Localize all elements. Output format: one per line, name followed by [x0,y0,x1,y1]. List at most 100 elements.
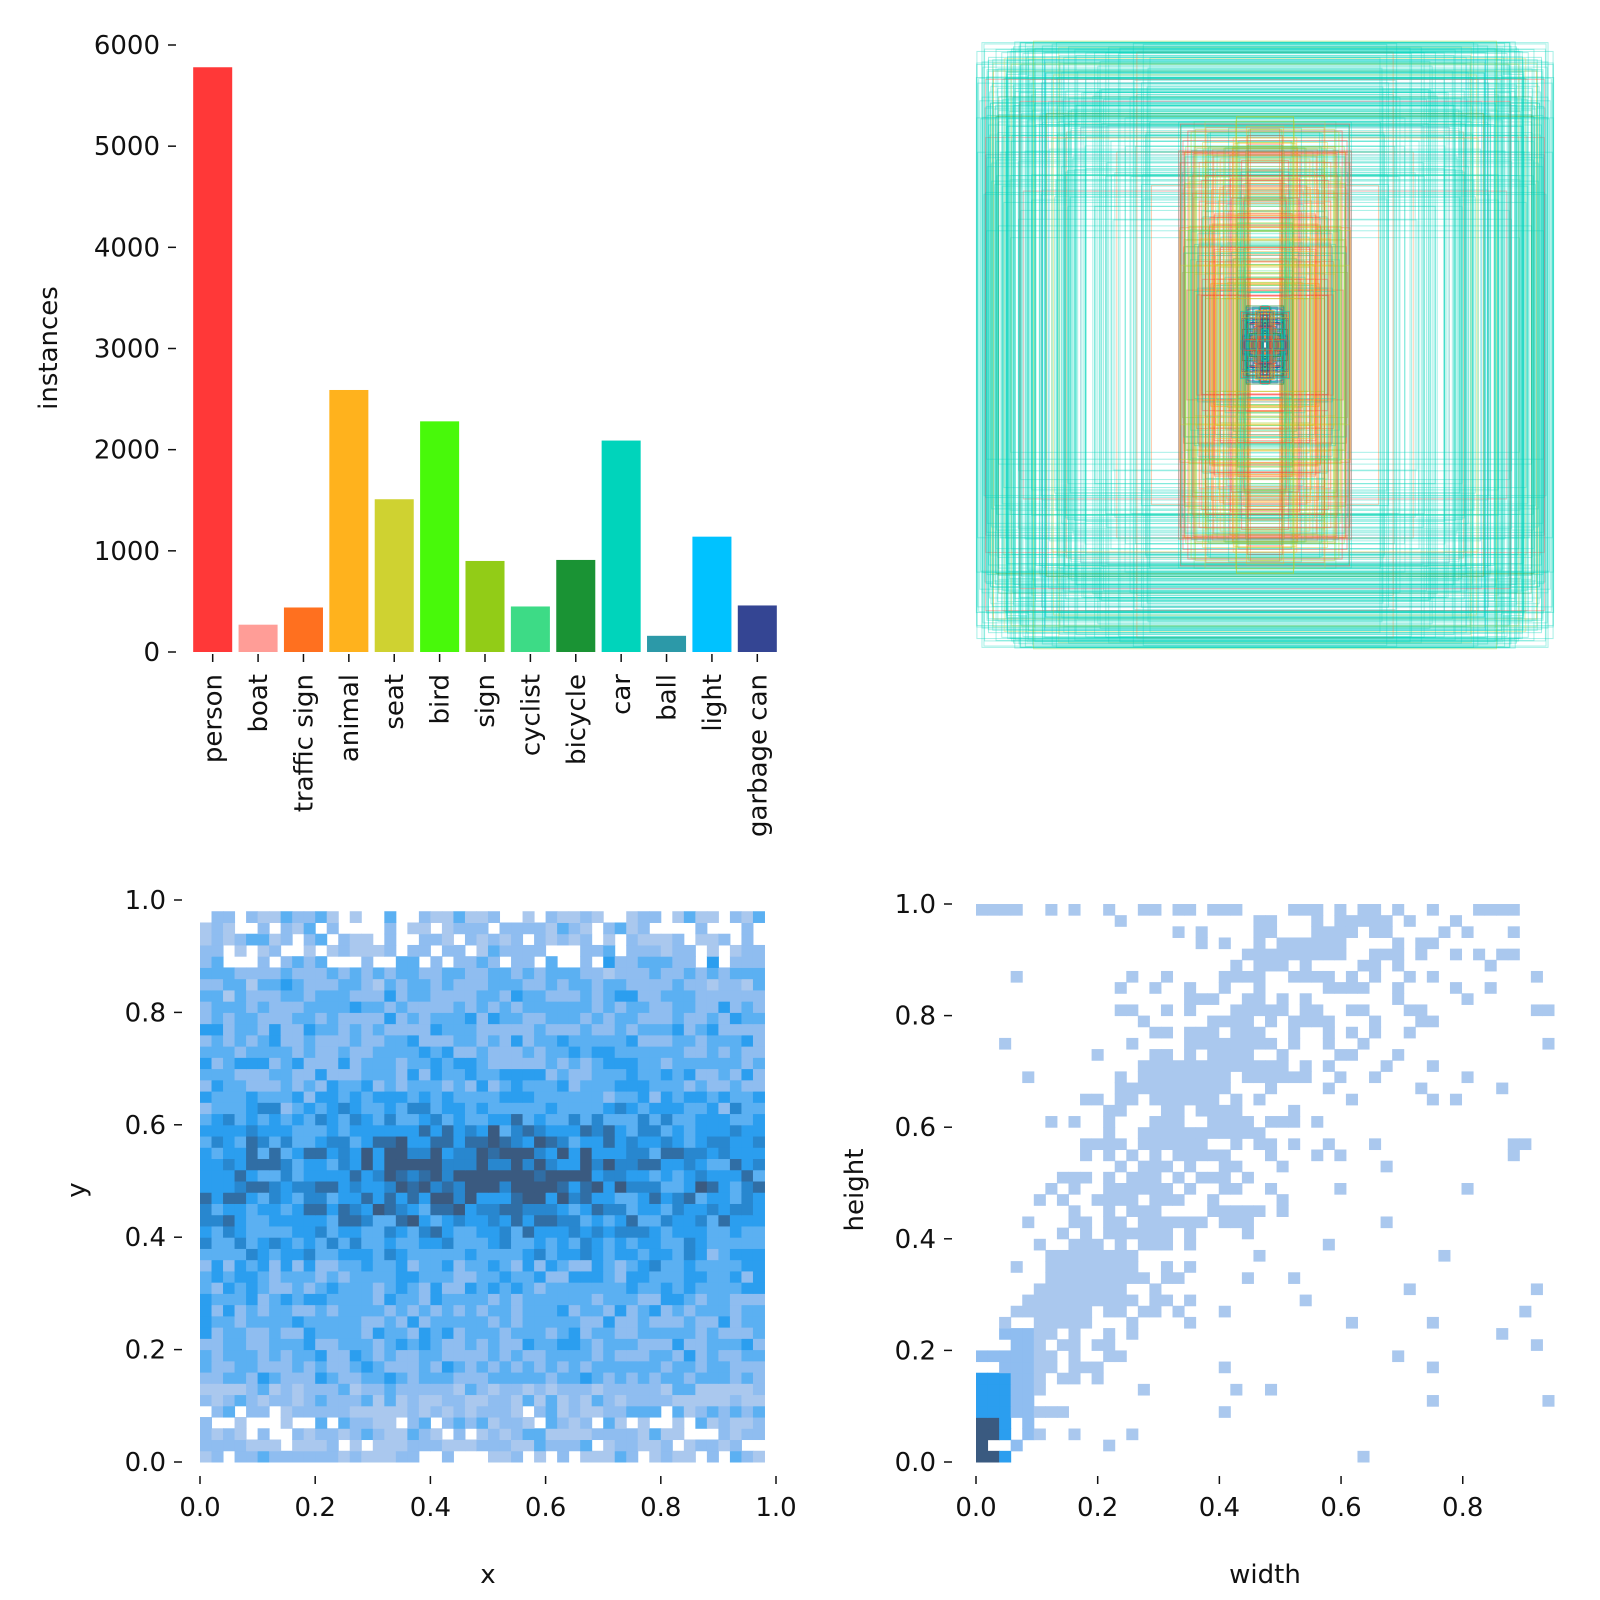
heatmap-cell [545,1102,558,1115]
heatmap-cell [292,1102,305,1115]
heatmap-cell [1114,1093,1127,1106]
x-tick-label: person [199,674,229,763]
bounding-box [1229,239,1301,451]
heatmap-cell [660,1124,673,1137]
heatmap-cell [976,1417,989,1430]
heatmap-cell [384,1079,397,1092]
heatmap-cell [441,1383,454,1396]
heatmap-cell [499,1293,512,1306]
bounding-box [1061,165,1469,525]
heatmap-cell [718,1248,731,1261]
bounding-box [1261,329,1269,361]
bounding-box [1190,131,1340,559]
bounding-box [995,115,1535,575]
heatmap-cell [1033,1294,1046,1307]
heatmap-cell [200,933,213,946]
bounding-box [1216,150,1314,540]
heatmap-cell [1056,1406,1069,1418]
heatmap-cell [395,1192,408,1204]
heatmap-cell [637,1293,650,1306]
heatmap-cell [1207,904,1220,916]
heatmap-cell [1033,1383,1046,1396]
heatmap-cell [395,1372,408,1384]
heatmap-cell [1207,1060,1220,1072]
heatmap-cell [453,1405,466,1418]
heatmap-cell [695,1360,708,1373]
heatmap-cell [269,1147,282,1160]
heatmap-cell [545,1181,558,1193]
heatmap-cell [557,989,570,1002]
heatmap-cell [338,1147,351,1160]
heatmap-cell [545,1158,558,1171]
heatmap-cell [1045,1116,1058,1128]
heatmap-cell [626,967,639,980]
heatmap-cell [407,1383,420,1396]
heatmap-cell [499,1012,512,1025]
bounding-box [1145,134,1385,556]
bounding-box [1192,153,1338,537]
heatmap-cell [1137,1216,1150,1229]
x-tick-label: 0.8 [1442,1493,1483,1523]
heatmap-cell [326,1023,339,1036]
heatmap-cell [1334,904,1347,916]
heatmap-cell [315,1147,328,1160]
heatmap-cell [453,989,466,1002]
heatmap-cell [741,1169,754,1182]
bounding-box [1208,146,1322,544]
heatmap-cell [752,1102,765,1115]
heatmap-cell [326,1394,339,1407]
heatmap-cell [729,1091,742,1103]
bounding-box [1074,169,1456,521]
heatmap-cell [626,1091,639,1103]
heatmap-cell [580,1349,593,1362]
bounding-box [1018,104,1512,586]
heatmap-cell [476,967,489,980]
heatmap-cell [430,978,443,991]
heatmap-cell [695,978,708,991]
heatmap-cell [257,1282,270,1294]
heatmap-cell [683,1113,696,1126]
heatmap-cell [649,1293,662,1306]
heatmap-cell [1022,1328,1035,1340]
heatmap-cell [591,1203,604,1216]
heatmap-cell [315,1360,328,1373]
heatmap-cell [315,1158,328,1171]
heatmap-cell [1195,926,1208,938]
heatmap-cell [976,1395,989,1407]
heatmap-cell [695,1001,708,1013]
heatmap-cell [591,1023,604,1036]
heatmap-cell [752,1012,765,1025]
heatmap-cell [1265,1082,1278,1095]
heatmap-cell [591,1450,604,1463]
bounding-box [1051,43,1479,647]
heatmap-cell [626,1057,639,1070]
heatmap-cell [718,1001,731,1013]
bounding-box [1041,45,1489,645]
heatmap-cell [338,1428,351,1441]
heatmap-cell [488,1023,501,1036]
heatmap-cell [1276,1116,1289,1128]
heatmap-cell [522,956,535,968]
heatmap-cell [511,1068,524,1081]
heatmap-cell [672,1079,685,1092]
heatmap-cell [1160,1060,1174,1072]
heatmap-cell [246,1383,259,1396]
bounding-box [995,48,1535,642]
heatmap-cell [303,1428,316,1441]
heatmap-cell [384,1214,397,1227]
heatmap-cell [326,1450,339,1463]
heatmap-cell [695,1349,708,1362]
bounding-box [1238,291,1292,399]
heatmap-cell [637,1136,650,1148]
heatmap-cell [395,1394,408,1407]
heatmap-cell [752,1417,765,1429]
heatmap-cell [223,1338,236,1351]
heatmap-cell [315,1428,328,1441]
heatmap-cell [395,1057,408,1070]
heatmap-cell [372,1057,385,1070]
bounding-box [997,68,1533,622]
heatmap-cell [407,1023,420,1036]
heatmap-cell [741,1124,754,1137]
heatmap-cell [1137,1272,1150,1284]
heatmap-cell [580,1450,593,1463]
